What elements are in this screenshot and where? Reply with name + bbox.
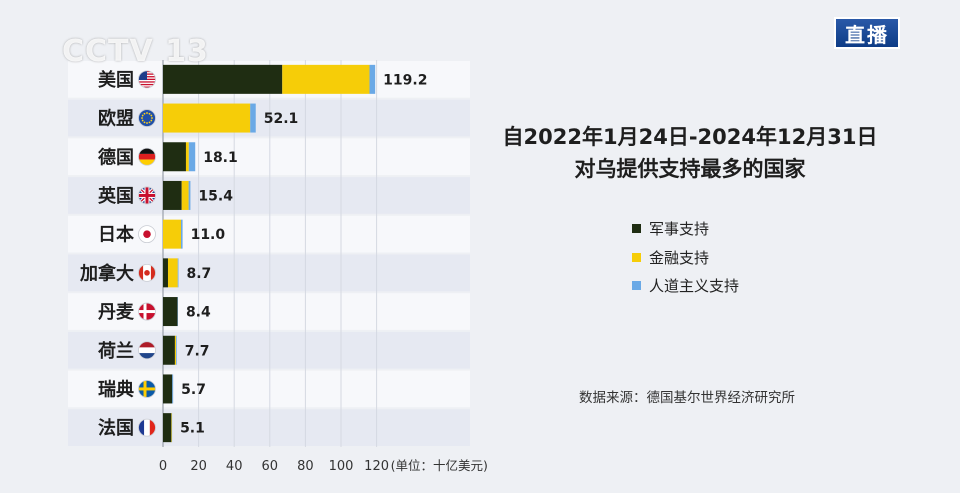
bar-segment-military [163, 374, 173, 404]
bar-segment-humanitarian [177, 258, 179, 288]
legend-item-financial: 金融支持 [632, 247, 709, 268]
japan-flag-icon [138, 225, 156, 244]
row-band [68, 254, 470, 292]
total-value-label: 119.2 [383, 72, 427, 88]
denmark-flag-icon [138, 302, 156, 321]
row-band [68, 138, 470, 176]
canada-flag-icon [138, 263, 156, 282]
total-value-label: 8.4 [186, 305, 211, 321]
x-tick-label: 40 [226, 459, 243, 474]
bar-segment-financial [163, 219, 181, 249]
row-band [68, 99, 470, 137]
bar-segment-humanitarian [180, 219, 183, 249]
bar-segment-military [163, 258, 168, 288]
row-band [68, 177, 470, 214]
x-tick-label: 60 [262, 459, 279, 474]
total-value-label: 8.7 [186, 266, 211, 282]
category-label: 瑞典 [98, 378, 134, 400]
category-label: 德国 [98, 146, 134, 168]
x-tick-label: 80 [297, 459, 314, 474]
bar-segment-financial [181, 180, 189, 210]
chart-title: 自2022年1月24日-2024年12月31日 [502, 125, 878, 149]
eu-flag-icon [138, 109, 156, 127]
sweden-flag-icon [138, 380, 156, 398]
row-band [68, 215, 470, 253]
unit-label: (单位：十亿美元) [391, 458, 488, 473]
legend-label-financial: 金融支持 [649, 249, 710, 267]
bar-segment-humanitarian [369, 64, 376, 94]
bar-segment-humanitarian [188, 142, 196, 172]
x-tick-label: 100 [329, 459, 354, 474]
category-label: 荷兰 [98, 340, 134, 362]
bar-segment-military [163, 297, 178, 327]
bar-segment-financial [282, 64, 370, 94]
bar-segment-military [163, 413, 172, 443]
bar-segment-military [163, 335, 175, 365]
legend-item-military: 军事支持 [632, 218, 709, 239]
uk-flag-icon [138, 186, 156, 205]
total-value-label: 52.1 [264, 111, 299, 127]
total-value-label: 5.7 [181, 382, 206, 398]
legend-label-humanitarian: 人道主义支持 [649, 277, 740, 295]
x-tick-label: 120 [364, 459, 389, 474]
bar-segment-military [163, 142, 186, 172]
germany-flag-icon [138, 147, 156, 166]
total-value-label: 5.1 [180, 421, 205, 437]
x-tick-label: 20 [190, 459, 207, 474]
category-label: 法国 [98, 417, 134, 439]
x-tick-label: 0 [159, 459, 167, 474]
category-label: 欧盟 [98, 108, 134, 130]
bar-segment-financial [171, 413, 172, 443]
netherlands-flag-icon [138, 341, 156, 360]
legend-swatch-humanitarian [632, 281, 641, 290]
row-band [68, 293, 470, 330]
total-value-label: 11.0 [191, 227, 226, 243]
bar-segment-financial [174, 335, 176, 365]
bar-segment-humanitarian [250, 103, 256, 133]
total-value-label: 7.7 [185, 343, 210, 359]
row-band [68, 370, 470, 408]
legend-label-military: 军事支持 [649, 220, 710, 238]
bar-segment-financial [167, 258, 178, 288]
category-label: 加拿大 [79, 262, 134, 284]
category-label: 英国 [97, 185, 134, 207]
category-label: 日本 [98, 224, 134, 246]
row-band [68, 331, 470, 369]
total-value-label: 15.4 [198, 188, 233, 204]
category-label: 美国 [98, 69, 134, 91]
data-source: 数据来源：德国基尔世界经济研究所 [579, 390, 795, 406]
bar-segment-humanitarian [172, 374, 174, 404]
bar-segment-humanitarian [175, 335, 177, 365]
bar-segment-financial [163, 103, 251, 133]
legend-item-humanitarian: 人道主义支持 [632, 275, 739, 296]
france-flag-icon [138, 418, 156, 437]
legend-swatch-military [632, 224, 641, 233]
category-label: 丹麦 [98, 301, 135, 323]
row-band [68, 409, 470, 446]
live-badge: 直播 [834, 17, 900, 49]
bar-segment-military [163, 180, 182, 210]
chart-subtitle: 对乌提供支持最多的国家 [574, 157, 806, 181]
bar-segment-military [163, 64, 283, 94]
bar-segment-financial [185, 142, 189, 172]
legend-swatch-financial [632, 253, 641, 262]
us-flag-icon [138, 70, 156, 89]
total-value-label: 18.1 [203, 150, 238, 166]
channel-logo: CCTV 13 [62, 34, 209, 69]
bar-segment-humanitarian [188, 180, 191, 210]
